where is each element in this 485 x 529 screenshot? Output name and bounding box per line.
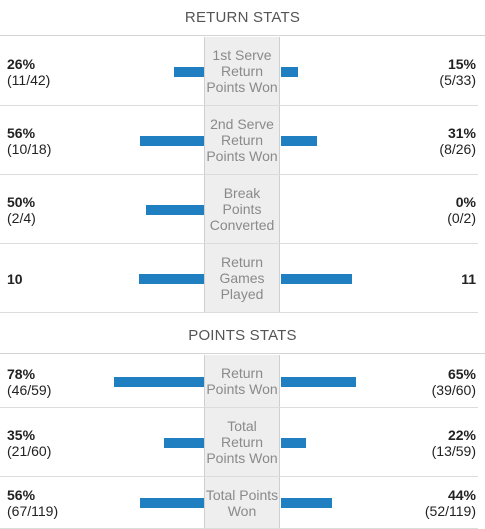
stat-row: 56% (67/119) 44% (52/119) Total Points Won (0, 477, 478, 529)
left-fraction: (10/18) (7, 140, 52, 157)
left-stat-bar (114, 376, 204, 387)
right-fraction: (13/59) (431, 442, 476, 459)
right-stat-bar (281, 66, 298, 77)
left-player-value: 10 (7, 271, 23, 287)
right-fraction: (0/2) (447, 209, 476, 226)
right-percentage: 65% (447, 365, 476, 382)
left-stat-bar (146, 204, 204, 215)
stat-label-text: 2nd Serve Return Points Won (206, 116, 278, 164)
right-player-value: 15% (5/33) (439, 56, 476, 88)
right-percentage: 15% (447, 55, 476, 72)
right-fraction: (39/60) (431, 381, 476, 398)
left-stat-bar (164, 437, 204, 448)
stat-label-text: Break Points Converted (209, 185, 275, 233)
left-percentage: 56% (7, 487, 36, 503)
left-fraction: (2/4) (7, 209, 36, 226)
right-fraction: (8/26) (439, 140, 476, 157)
right-stat-bar (281, 273, 352, 284)
right-player-value: 22% (13/59) (432, 427, 476, 459)
stat-row: 78% (46/59) 65% (39/60) Return Points Won (0, 355, 478, 408)
right-percentage: 22% (447, 426, 476, 443)
left-percentage: 78% (7, 365, 36, 382)
right-stat-bar (281, 135, 317, 146)
left-percentage: 26% (7, 55, 36, 72)
left-percentage: 10 (7, 270, 23, 287)
left-player-value: 35% (21/60) (7, 427, 51, 459)
left-percentage: 35% (7, 426, 36, 443)
right-player-value: 65% (39/60) (432, 366, 476, 398)
right-percentage: 44% (447, 487, 476, 503)
stat-row: 10 11 Return Games Played (0, 244, 478, 313)
left-percentage: 50% (7, 193, 36, 210)
stat-row: 50% (2/4) 0% (0/2) Break Points Converted (0, 175, 478, 244)
left-player-value: 56% (67/119) (7, 487, 58, 519)
stat-label-text: 1st Serve Return Points Won (206, 47, 278, 95)
stat-label: Break Points Converted (204, 175, 280, 243)
left-stat-bar (140, 498, 204, 508)
right-player-value: 11 (461, 271, 476, 287)
stat-label: Return Games Played (204, 244, 280, 312)
stat-label: Total Points Won (204, 477, 280, 528)
stat-row: 56% (10/18) 31% (8/26) 2nd Serve Return Poin… (0, 106, 478, 175)
right-stat-bar (281, 437, 306, 448)
left-stat-bar (139, 273, 204, 284)
left-player-value: 50% (2/4) (7, 194, 36, 226)
left-percentage: 56% (7, 124, 36, 141)
right-percentage: 0% (455, 193, 476, 210)
stat-label-text: Total Points Won (205, 486, 279, 519)
left-fraction: (46/59) (7, 381, 52, 398)
left-player-value: 56% (10/18) (7, 125, 51, 157)
section-title: RETURN STATS (0, 0, 485, 36)
right-player-value: 44% (52/119) (425, 487, 476, 519)
stat-row: 26% (11/42) 15% (5/33) 1st Serve Return Poin… (0, 37, 478, 106)
stat-label-text: Return Games Played (219, 254, 265, 302)
stat-label: Total Return Points Won (204, 408, 280, 476)
stat-label: 1st Serve Return Points Won (204, 37, 280, 105)
stat-label-text: Total Return Points Won (206, 418, 278, 466)
right-percentage: 11 (461, 270, 476, 287)
stat-label: 2nd Serve Return Points Won (204, 106, 280, 174)
left-stat-bar (174, 66, 204, 77)
left-fraction: (21/60) (7, 442, 52, 459)
left-fraction: (67/119) (7, 503, 59, 519)
right-fraction: (52/119) (424, 503, 476, 519)
left-fraction: (11/42) (7, 71, 51, 88)
left-player-value: 78% (46/59) (7, 366, 51, 398)
right-percentage: 31% (447, 124, 476, 141)
section-title: POINTS STATS (0, 318, 485, 354)
stat-label: Return Points Won (204, 355, 280, 407)
right-fraction: (5/33) (439, 71, 476, 88)
right-stat-bar (281, 498, 332, 508)
left-stat-bar (140, 135, 204, 146)
right-stat-bar (281, 376, 356, 387)
stat-row: 35% (21/60) 22% (13/59) Total Return Points … (0, 408, 478, 477)
stat-label-text: Return Points Won (206, 365, 278, 397)
right-player-value: 0% (0/2) (447, 194, 476, 226)
left-player-value: 26% (11/42) (7, 56, 50, 88)
right-player-value: 31% (8/26) (439, 125, 476, 157)
